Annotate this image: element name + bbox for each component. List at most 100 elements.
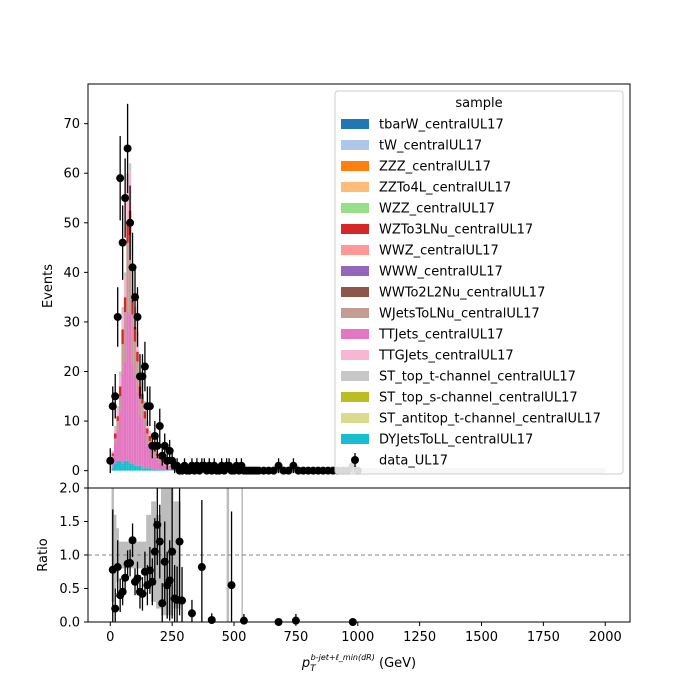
mc-bar-segment (131, 463, 134, 471)
mc-bar-segment (116, 406, 119, 409)
mc-bar-segment (148, 468, 152, 471)
legend-swatch (341, 371, 369, 381)
mc-bar-segment (111, 453, 114, 456)
mc-bar-segment (138, 465, 142, 471)
ratio-point (155, 537, 164, 546)
mc-bar-segment (123, 361, 127, 461)
legend-title: sample (455, 96, 502, 111)
legend-swatch (341, 350, 369, 360)
mc-bar-segment (128, 235, 132, 315)
data-point (106, 456, 115, 465)
mc-bar-segment (153, 451, 157, 457)
data-point (145, 402, 154, 411)
mc-bar-segment (123, 312, 127, 362)
mc-bar-segment (113, 443, 117, 464)
mc-bar-segment (168, 465, 171, 467)
ratio-point (187, 609, 196, 618)
mc-bar-segment (143, 428, 147, 469)
ratio-panel: 0.0 0.5 1.0 1.5 2.0 0 250 500 750 1000 1250 1500 17… (36, 482, 631, 674)
y-tick-label: 70 (63, 117, 80, 132)
ratio-point (111, 604, 120, 613)
legend-label: DYJetsToLL_centralUL17 (379, 433, 533, 448)
y-tick-label: 40 (63, 266, 80, 281)
legend-swatch (341, 413, 369, 423)
ratio-band-segment (226, 488, 230, 622)
legend-label: WZZ_centralUL17 (379, 202, 495, 217)
legend-swatch (341, 203, 369, 213)
mc-bar-segment (116, 430, 119, 461)
mc-bar-segment (113, 463, 117, 471)
legend-label: tW_centralUL17 (379, 139, 482, 154)
legend-swatch (341, 224, 369, 234)
mc-bar-segment (168, 467, 171, 471)
mc-bar-segment (111, 450, 114, 454)
mc-bar-segment (131, 299, 134, 315)
mc-bar-segment (126, 222, 129, 243)
legend-label: ZZTo4L_centralUL17 (379, 181, 511, 196)
legend-label: WWZ_centralUL17 (379, 244, 499, 259)
data-point (284, 466, 293, 475)
mc-bar-segment (148, 448, 152, 469)
mc-bar-segment (128, 163, 132, 171)
mc-bar-segment (133, 376, 137, 466)
mc-bar-segment (170, 470, 174, 471)
data-point (133, 312, 142, 321)
mc-bar-segment (121, 314, 124, 330)
mc-bar-segment (123, 460, 127, 471)
legend-label: WWTo2L2Nu_centralUL17 (379, 286, 545, 301)
ratio-band-segment (173, 501, 181, 609)
y-tick-label: 60 (63, 167, 80, 182)
legend-label: data_UL17 (379, 454, 448, 469)
ratio-y-axis-label: Ratio (36, 538, 51, 571)
data-point (126, 218, 135, 227)
legend-label: ZZZ_centralUL17 (379, 160, 491, 175)
y-tick-label: 0 (72, 464, 80, 479)
ratio-point (239, 616, 248, 625)
mc-bar-segment (151, 454, 154, 470)
mc-bar-segment (118, 376, 122, 387)
data-point (116, 174, 125, 183)
mc-bar-segment (121, 344, 124, 374)
ratio-band-segment (156, 514, 162, 609)
mc-bar-segment (111, 455, 114, 459)
ratio-points (108, 488, 357, 626)
ratio-y-tick-label: 2.0 (59, 482, 80, 497)
mc-bar-segment (128, 463, 132, 471)
mc-bar-segment (151, 469, 154, 471)
mc-stack (111, 163, 184, 471)
mc-bar-segment (168, 464, 171, 466)
legend-swatch (341, 140, 369, 150)
mc-bar-segment (126, 242, 129, 313)
legend-swatch (351, 456, 359, 464)
x-tick-label: 500 (222, 630, 247, 645)
mc-bar-segment (148, 431, 152, 436)
ratio-y-ticks: 0.0 0.5 1.0 1.5 2.0 (59, 482, 88, 631)
mc-bar-segment (143, 401, 147, 404)
ratio-y-tick-label: 0.0 (59, 616, 80, 631)
mc-bar-segment (116, 416, 119, 422)
mc-bar-segment (163, 463, 166, 466)
mc-bar-segment (158, 462, 162, 470)
legend-swatch (341, 392, 369, 402)
mc-bar-segment (113, 433, 117, 439)
main-panel: 0 10 20 30 40 50 60 70 Events sample tbarW_cent… (41, 83, 631, 489)
mc-bar-segment (116, 460, 119, 471)
legend-label: ST_top_t-channel_centralUL17 (379, 370, 576, 385)
mc-bar-segment (168, 470, 171, 471)
mc-bar-segment (123, 297, 127, 313)
mc-bar-segment (141, 418, 144, 469)
y-tick-label: 20 (63, 365, 80, 380)
legend-label: ST_antitop_t-channel_centralUL17 (379, 412, 601, 427)
data-point (155, 422, 164, 431)
x-tick-label: 1750 (527, 630, 560, 645)
legend-label: TTGJets_centralUL17 (378, 349, 514, 364)
x-tick-label: 1000 (341, 630, 374, 645)
mc-bar-segment (123, 277, 127, 298)
mc-bar-segment (141, 403, 144, 419)
mc-bar-segment (121, 307, 124, 315)
data-point (123, 144, 132, 153)
y-tick-label: 30 (63, 315, 80, 330)
mc-bar-segment (158, 469, 162, 471)
mc-bar-segment (118, 371, 122, 377)
mc-bar-segment (121, 373, 124, 464)
